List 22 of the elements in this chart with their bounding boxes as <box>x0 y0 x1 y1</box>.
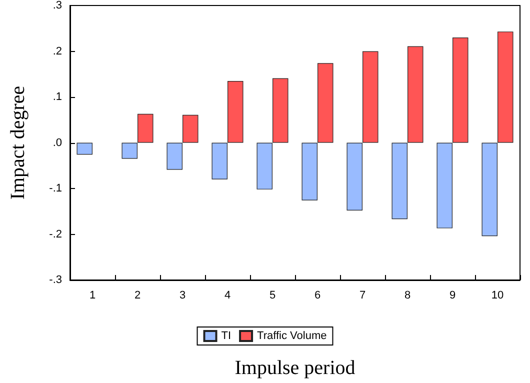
x-tick-label: 10 <box>491 290 504 302</box>
x-tick-label: 3 <box>179 290 186 302</box>
y-tick-label: -.3 <box>49 274 62 286</box>
y-tick-label: .1 <box>52 91 62 103</box>
y-tick-label: -.1 <box>49 182 62 194</box>
x-axis-title: Impulse period <box>234 357 356 379</box>
x-tick-label: 4 <box>224 290 231 302</box>
x-tick-label: 2 <box>134 290 141 302</box>
y-tick-label: .2 <box>52 45 62 58</box>
y-axis-title: Impact degree <box>7 86 29 200</box>
y-tick-label: .3 <box>52 0 62 12</box>
legend-label: Traffic Volume <box>257 330 327 342</box>
x-tick-label: 9 <box>449 290 456 302</box>
bar <box>76 142 92 155</box>
x-tick-label: 8 <box>404 290 411 302</box>
x-tick-label: 6 <box>314 290 321 302</box>
y-tick-label: -.2 <box>49 228 62 240</box>
legend-label: TI <box>221 330 232 342</box>
x-tick-label: 5 <box>269 290 276 302</box>
x-tick-label: 1 <box>89 290 96 302</box>
x-tick-label: 7 <box>359 290 366 302</box>
y-tick-label: .0 <box>52 136 62 149</box>
